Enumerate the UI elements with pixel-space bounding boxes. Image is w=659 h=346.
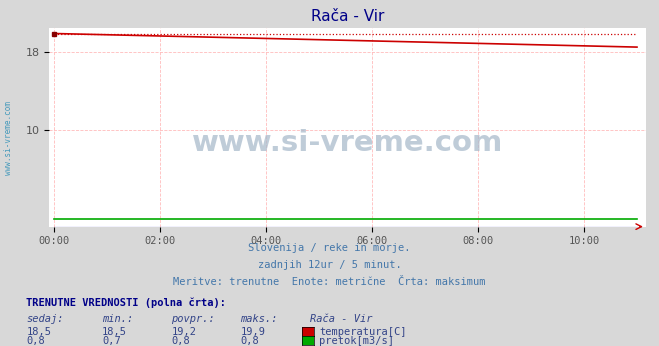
Text: 0,8: 0,8 [171,336,190,346]
Text: maks.:: maks.: [241,315,278,325]
Text: TRENUTNE VREDNOSTI (polna črta):: TRENUTNE VREDNOSTI (polna črta): [26,298,226,308]
Title: Rača - Vir: Rača - Vir [311,9,384,24]
Text: 19,2: 19,2 [171,327,196,337]
Text: pretok[m3/s]: pretok[m3/s] [319,336,394,346]
Text: 19,9: 19,9 [241,327,266,337]
Text: 18,5: 18,5 [26,327,51,337]
Text: zadnjih 12ur / 5 minut.: zadnjih 12ur / 5 minut. [258,260,401,270]
Text: povpr.:: povpr.: [171,315,215,325]
Text: www.si-vreme.com: www.si-vreme.com [192,129,503,157]
Text: sedaj:: sedaj: [26,315,64,325]
Text: Rača - Vir: Rača - Vir [310,315,372,325]
Text: 0,7: 0,7 [102,336,121,346]
Text: 18,5: 18,5 [102,327,127,337]
Text: www.si-vreme.com: www.si-vreme.com [4,101,13,175]
Text: Meritve: trenutne  Enote: metrične  Črta: maksimum: Meritve: trenutne Enote: metrične Črta: … [173,277,486,288]
Text: temperatura[C]: temperatura[C] [319,327,407,337]
Text: min.:: min.: [102,315,133,325]
Text: Slovenija / reke in morje.: Slovenija / reke in morje. [248,243,411,253]
Text: 0,8: 0,8 [241,336,259,346]
Text: 0,8: 0,8 [26,336,45,346]
